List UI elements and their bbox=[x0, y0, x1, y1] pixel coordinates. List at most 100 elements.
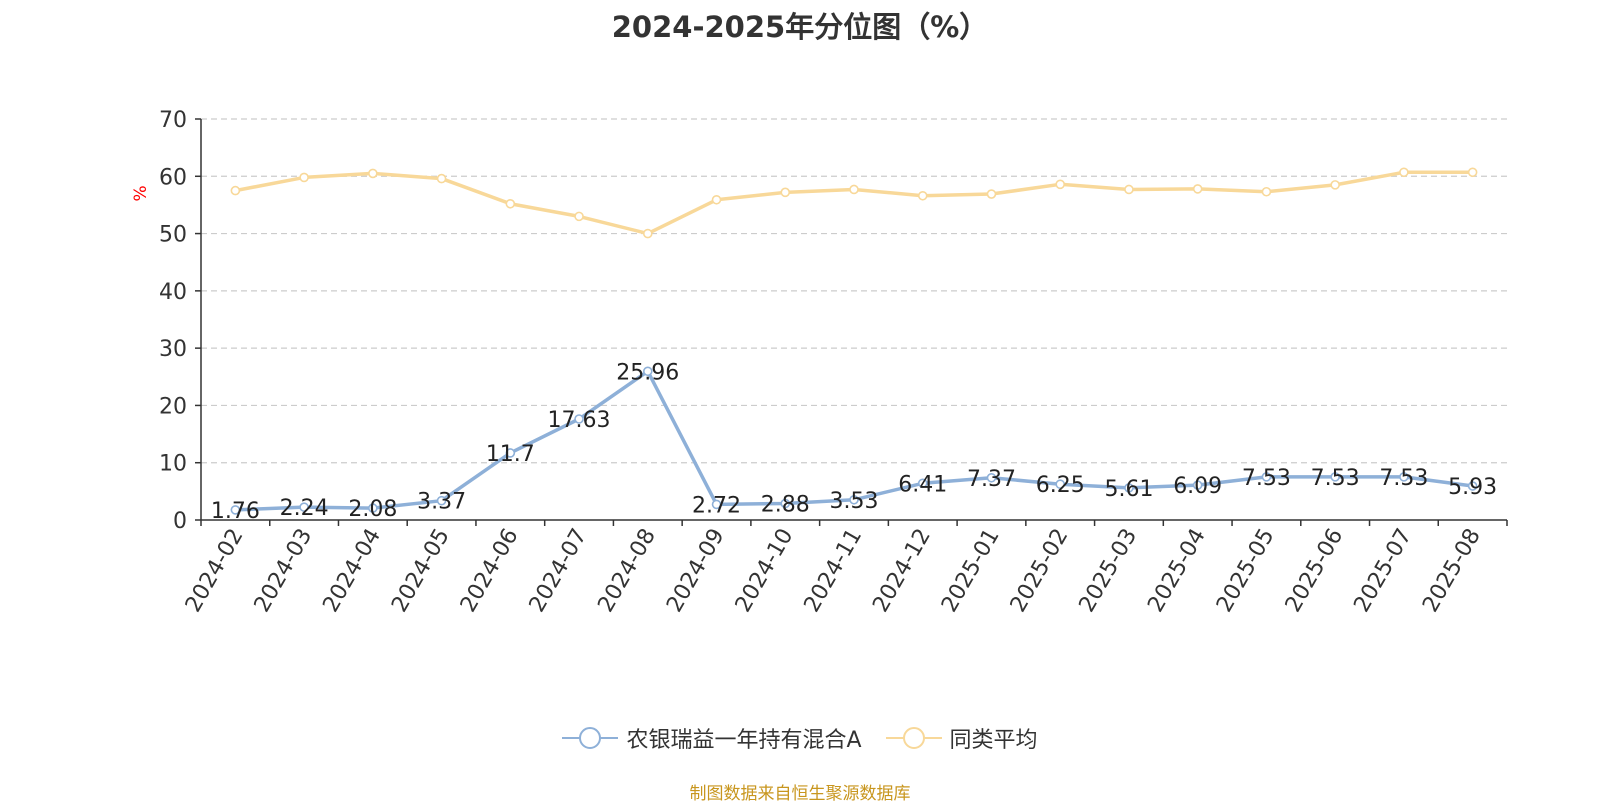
data-point bbox=[299, 502, 309, 512]
legend-line-circle-icon bbox=[885, 726, 942, 750]
x-tick-label: 2024-06 bbox=[456, 525, 524, 617]
data-point bbox=[1055, 179, 1066, 190]
data-point bbox=[986, 189, 997, 199]
y-tick-label: 10 bbox=[159, 452, 187, 477]
y-tick-label: 20 bbox=[159, 394, 187, 419]
data-point bbox=[1055, 479, 1066, 489]
y-tick-label: 50 bbox=[159, 223, 187, 248]
x-tick-label: 2024-04 bbox=[318, 525, 386, 617]
legend-label: 同类平均 bbox=[949, 728, 1038, 753]
data-point bbox=[1192, 480, 1203, 490]
data-point bbox=[1192, 184, 1203, 194]
data-label: 25.96 bbox=[616, 360, 679, 385]
series-lines bbox=[230, 167, 1478, 515]
y-tick-label: 40 bbox=[159, 280, 187, 305]
data-point bbox=[917, 190, 928, 201]
x-tick-label: 2024-02 bbox=[181, 525, 249, 617]
x-tick-label: 2025-02 bbox=[1006, 525, 1074, 617]
data-point bbox=[230, 505, 241, 515]
x-tick-label: 2025-03 bbox=[1075, 525, 1143, 617]
x-tick-label: 2025-08 bbox=[1418, 525, 1486, 617]
data-point bbox=[780, 498, 791, 509]
y-tick-label: 70 bbox=[159, 108, 187, 133]
chart-title: 2024-2025年分位图（%） bbox=[611, 10, 989, 44]
x-tick-label: 2025-07 bbox=[1349, 525, 1417, 617]
y-tick-label: 60 bbox=[159, 165, 187, 190]
data-point bbox=[1330, 472, 1340, 482]
data-label: 7.53 bbox=[1311, 466, 1360, 491]
data-point bbox=[299, 172, 309, 183]
data-point bbox=[436, 495, 447, 506]
y-tick-label: 30 bbox=[159, 337, 187, 362]
x-tick-label: 2024-11 bbox=[800, 525, 868, 617]
data-label: 7.37 bbox=[967, 467, 1016, 492]
data-label: 3.53 bbox=[830, 489, 879, 514]
data-point bbox=[368, 168, 378, 179]
data-point bbox=[849, 494, 859, 505]
data-point bbox=[230, 185, 241, 196]
data-label: 5.61 bbox=[1104, 477, 1153, 502]
data-label: 11.7 bbox=[486, 442, 535, 467]
x-tick-label: 2024-07 bbox=[525, 525, 593, 617]
data-point bbox=[1399, 167, 1409, 178]
data-point bbox=[642, 366, 653, 377]
y-tick-label: 0 bbox=[173, 509, 187, 534]
data-label: 5.93 bbox=[1448, 475, 1497, 500]
x-tick-label: 2024-03 bbox=[250, 525, 318, 617]
grid-lines bbox=[201, 118, 1507, 464]
x-tick-label: 2024-08 bbox=[593, 525, 661, 617]
legend-item-fund[interactable]: 农银瑞益一年持有混合A bbox=[562, 722, 862, 754]
data-point bbox=[1124, 483, 1134, 493]
data-point bbox=[574, 211, 584, 222]
data-point bbox=[505, 448, 516, 458]
data-point bbox=[1261, 186, 1272, 197]
source-note: 制图数据来自恒生聚源数据库 bbox=[689, 784, 911, 804]
data-point bbox=[368, 503, 378, 513]
data-point bbox=[711, 499, 722, 510]
x-tick-label: 2025-01 bbox=[937, 525, 1005, 617]
legend-item-average[interactable]: 同类平均 bbox=[885, 722, 1038, 754]
data-label: 2.88 bbox=[761, 493, 810, 518]
x-tick-label: 2025-05 bbox=[1212, 525, 1280, 617]
data-point bbox=[574, 414, 584, 424]
y-axis-label: % bbox=[131, 185, 151, 201]
x-tick-label: 2024-09 bbox=[662, 525, 730, 617]
data-point bbox=[1467, 481, 1478, 491]
data-point bbox=[1261, 472, 1272, 482]
data-label: 2.72 bbox=[692, 493, 741, 518]
x-tick-label: 2024-10 bbox=[731, 525, 799, 617]
data-point bbox=[642, 228, 653, 239]
data-point bbox=[436, 173, 447, 184]
data-point bbox=[780, 187, 791, 198]
data-point bbox=[1467, 167, 1478, 178]
legend: 农银瑞益一年持有混合A 同类平均 bbox=[0, 722, 1600, 754]
data-label: 17.63 bbox=[548, 408, 611, 433]
data-label: 2.24 bbox=[280, 496, 329, 521]
data-label: 3.37 bbox=[417, 490, 466, 515]
data-label: 6.25 bbox=[1036, 473, 1085, 498]
x-tick-label: 2024-12 bbox=[868, 525, 936, 617]
data-label: 6.41 bbox=[898, 472, 947, 497]
data-point bbox=[1399, 472, 1409, 482]
data-label: 1.76 bbox=[211, 499, 260, 524]
x-tick-label: 2025-04 bbox=[1143, 525, 1211, 617]
data-point bbox=[1330, 180, 1340, 190]
data-label: 7.53 bbox=[1242, 466, 1291, 491]
x-tick-label: 2025-06 bbox=[1281, 525, 1349, 617]
data-label: 7.53 bbox=[1379, 466, 1428, 491]
data-point bbox=[1124, 184, 1134, 195]
data-point bbox=[505, 198, 516, 209]
data-label: 6.09 bbox=[1173, 474, 1222, 499]
data-label: 2.08 bbox=[348, 497, 397, 522]
data-point bbox=[917, 478, 928, 489]
series-line bbox=[233, 170, 1475, 236]
x-tick-label: 2024-05 bbox=[387, 525, 455, 617]
legend-label: 农银瑞益一年持有混合A bbox=[626, 728, 862, 753]
data-point bbox=[849, 184, 859, 195]
legend-line-circle-icon bbox=[562, 726, 619, 750]
data-point bbox=[986, 472, 997, 483]
data-point bbox=[711, 194, 722, 205]
